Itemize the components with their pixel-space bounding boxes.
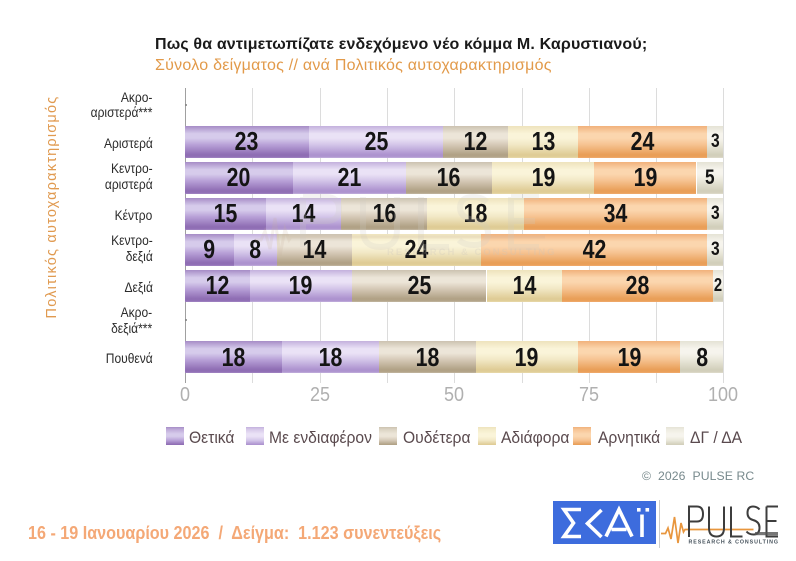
- svg-text:RESEARCH & CONSULTING: RESEARCH & CONSULTING: [387, 247, 555, 258]
- svg-text:RESEARCH & CONSULTING: RESEARCH & CONSULTING: [689, 540, 779, 546]
